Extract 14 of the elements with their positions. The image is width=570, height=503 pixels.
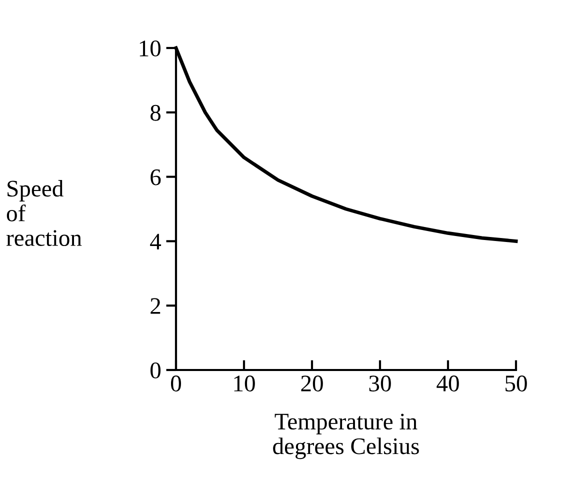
x-tick-label: 20 xyxy=(301,376,323,392)
x-axis-title: Temperature in degrees Celsius xyxy=(273,414,419,460)
x-tick-label: 0 xyxy=(170,376,182,392)
x-tick-label: 30 xyxy=(369,376,391,392)
x-tick-label: 50 xyxy=(506,376,527,392)
y-tick-label: 8 xyxy=(150,104,161,121)
y-axis-title: Speed of reaction xyxy=(6,180,82,246)
x-tick-label: 40 xyxy=(436,376,459,392)
y-tick-label: 2 xyxy=(150,298,160,314)
y-tick-label: 0 xyxy=(150,362,161,378)
y-tick-label: 4 xyxy=(150,234,162,250)
y-tick-label: 6 xyxy=(150,169,161,186)
x-tick-label: 10 xyxy=(234,376,255,392)
y-tick-label: 10 xyxy=(140,40,161,56)
